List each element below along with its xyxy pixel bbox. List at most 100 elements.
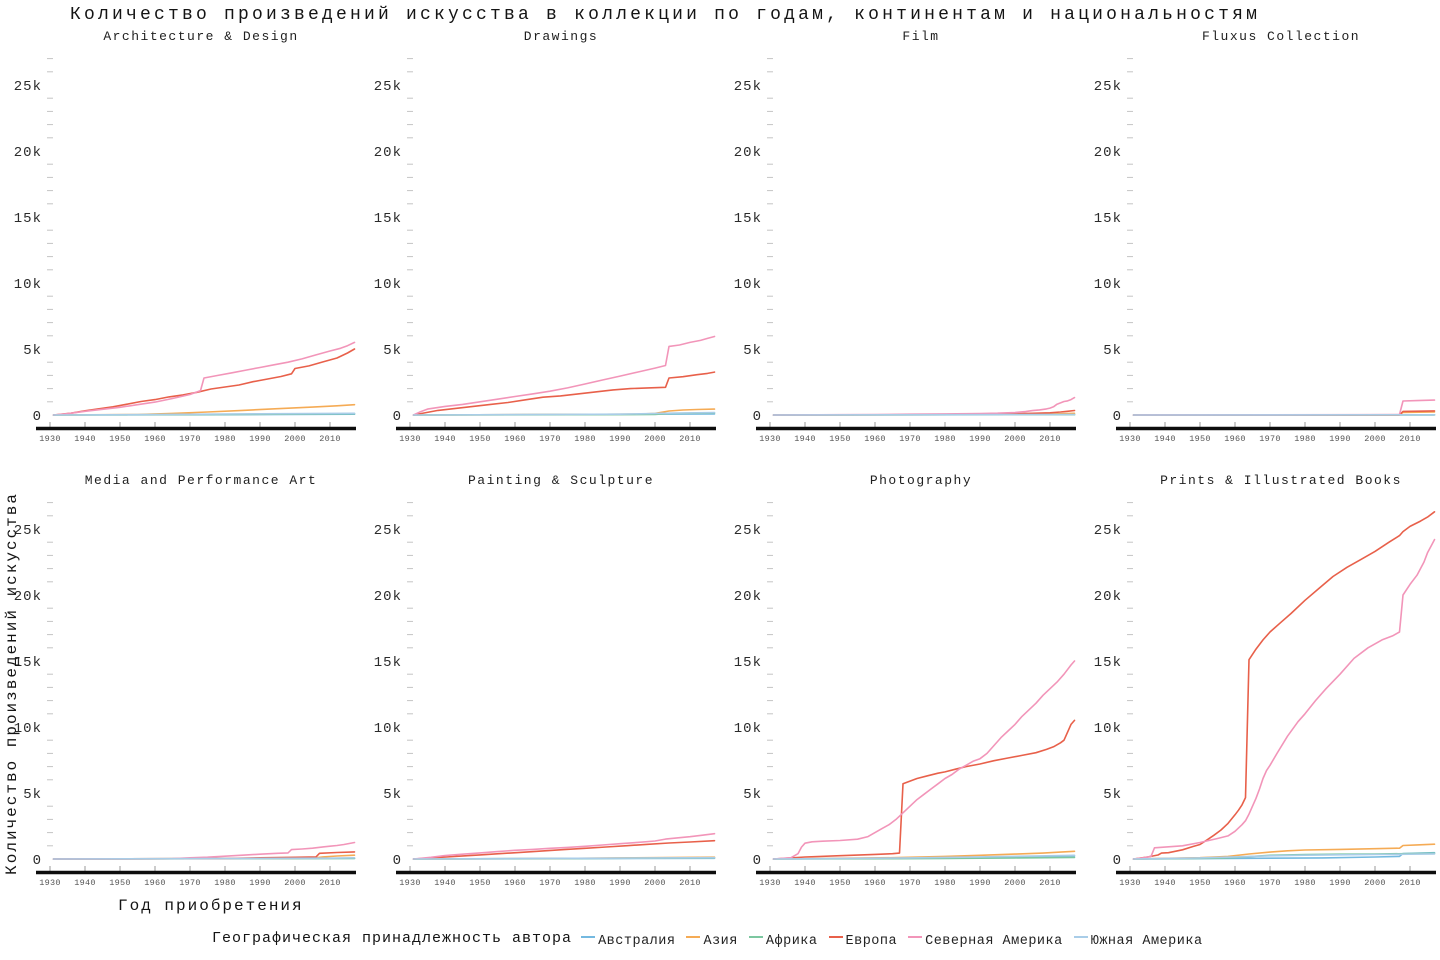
y-tick-label: 0 [753, 409, 762, 425]
series-line-Европа [772, 719, 1076, 860]
x-tick-label: 1950 [469, 434, 491, 444]
x-tick-label: 1980 [214, 434, 236, 444]
x-tick-label: 2000 [284, 878, 306, 888]
x-tick-label: 1940 [74, 434, 96, 444]
y-tick-label: 15k [14, 211, 42, 227]
x-tick-label: 1970 [1259, 434, 1281, 444]
y-tick-label: 10k [14, 721, 42, 737]
series-line-Европа [412, 371, 716, 416]
x-tick-label: 2010 [1399, 878, 1421, 888]
y-tick-label: 25k [374, 79, 402, 95]
series-line-Северная Америка [52, 341, 356, 416]
x-tick-label: 1940 [434, 434, 456, 444]
x-tick-label: 1950 [109, 434, 131, 444]
facet-plot: 0 5k 10k 15k 20k 25k 1930 1940 1950 1960 1970 1980 1… [1094, 502, 1436, 888]
x-tick-label: 2010 [1399, 434, 1421, 444]
y-tick-label: 5k [23, 787, 42, 803]
y-tick-label: 5k [1103, 343, 1122, 359]
facet-architecture-design: Architecture & Design 0 5k 10k 15k 20k 25k 193… [0, 26, 360, 470]
x-tick-label: 1960 [144, 434, 166, 444]
x-tick-label: 1990 [969, 878, 991, 888]
x-tick-label: 2000 [644, 878, 666, 888]
facet-photography: Photography 0 5k 10k 15k 20k 25k 1930 1940 1950 1… [720, 470, 1080, 914]
y-tick-label: 20k [734, 145, 762, 161]
facet-painting-sculpture: Painting & Sculpture 0 5k 10k 15k 20k 25k 1930… [360, 470, 720, 914]
x-tick-label: 1950 [469, 878, 491, 888]
y-tick-label: 5k [383, 343, 402, 359]
x-tick-label: 1970 [539, 878, 561, 888]
series-line-Северная Америка [52, 841, 356, 860]
x-tick-label: 1970 [179, 878, 201, 888]
legend-label: Южная Америка [1090, 933, 1203, 949]
x-tick-label: 1990 [609, 878, 631, 888]
x-tick-label: 2000 [644, 434, 666, 444]
x-tick-label: 1930 [39, 434, 61, 444]
y-tick-label: 20k [1094, 145, 1122, 161]
y-tick-label: 0 [393, 853, 402, 869]
y-tick-label: 5k [743, 787, 762, 803]
x-tick-label: 1980 [1294, 434, 1316, 444]
y-tick-label: 15k [374, 655, 402, 671]
series-line-Южная Америка [1132, 853, 1436, 860]
x-tick-label: 1930 [759, 434, 781, 444]
x-tick-label: 1980 [934, 434, 956, 444]
x-tick-label: 2000 [1364, 878, 1386, 888]
x-tick-label: 2010 [1039, 434, 1061, 444]
facet-plot: 0 5k 10k 15k 20k 25k 1930 1940 1950 1960 1970 1980 1… [374, 502, 716, 888]
legend-swatch [1073, 936, 1088, 938]
facet-media-performance: Media and Performance Art 0 5k 10k 15k 20k 25… [0, 470, 360, 914]
series-line-Северная Америка [1132, 538, 1436, 860]
series-line-Северная Америка [412, 832, 716, 860]
series-line-Европа [1132, 510, 1436, 860]
y-tick-label: 15k [1094, 655, 1122, 671]
x-tick-label: 1990 [969, 434, 991, 444]
x-tick-label: 1940 [1154, 878, 1176, 888]
y-tick-label: 25k [1094, 79, 1122, 95]
x-tick-label: 1940 [794, 434, 816, 444]
x-tick-label: 1970 [179, 434, 201, 444]
x-tick-label: 1960 [1224, 434, 1246, 444]
y-tick-label: 15k [374, 211, 402, 227]
y-tick-label: 15k [14, 655, 42, 671]
facet-title: Fluxus Collection [1201, 29, 1361, 44]
x-tick-label: 2000 [284, 434, 306, 444]
legend-label: Азия [703, 933, 738, 949]
y-tick-label: 20k [374, 145, 402, 161]
facet-title: Photography [869, 473, 973, 488]
x-tick-label: 1990 [249, 434, 271, 444]
facet-title: Film [902, 29, 940, 44]
y-tick-label: 15k [734, 655, 762, 671]
x-axis-title: Год приобретения [118, 897, 304, 915]
legend-title: Географическая принадлежность автора [212, 930, 573, 948]
series-line-Европа [412, 839, 716, 860]
legend-label: Африка [765, 933, 818, 949]
facet-plot: 0 5k 10k 15k 20k 25k 1930 1940 1950 1960 1970 1980 1… [1094, 58, 1436, 444]
y-tick-label: 15k [734, 211, 762, 227]
x-tick-label: 1950 [1189, 434, 1211, 444]
x-tick-label: 1970 [899, 434, 921, 444]
series-line-Южная Америка [772, 854, 1076, 860]
y-tick-label: 15k [1094, 211, 1122, 227]
y-tick-label: 20k [14, 589, 42, 605]
y-tick-label: 0 [753, 853, 762, 869]
x-tick-label: 1930 [399, 878, 421, 888]
x-tick-label: 1960 [1224, 878, 1246, 888]
x-tick-label: 2010 [679, 878, 701, 888]
legend-label: Европа [845, 933, 898, 949]
y-axis-title: Количество произведений искусства [3, 492, 21, 875]
y-tick-label: 10k [734, 721, 762, 737]
x-tick-label: 1930 [1119, 878, 1141, 888]
x-tick-label: 2010 [1039, 878, 1061, 888]
x-tick-label: 2000 [1364, 434, 1386, 444]
legend-label: Северная Америка [925, 933, 1063, 949]
x-tick-label: 1970 [899, 878, 921, 888]
x-tick-label: 2010 [319, 434, 341, 444]
facet-title: Drawings [523, 29, 599, 44]
legend-items: Австралия Азия Африка Европа Северная Америк… [581, 929, 1214, 949]
y-tick-label: 25k [14, 79, 42, 95]
series-line-Южная Америка [52, 412, 356, 416]
series-line-Южная Америка [412, 411, 716, 416]
facet-drawings: Drawings 0 5k 10k 15k 20k 25k 1930 1940 1950 1960… [360, 26, 720, 470]
x-tick-label: 1950 [109, 878, 131, 888]
facet-plot: 0 5k 10k 15k 20k 25k 1930 1940 1950 1960 1970 1980 1… [14, 58, 356, 444]
